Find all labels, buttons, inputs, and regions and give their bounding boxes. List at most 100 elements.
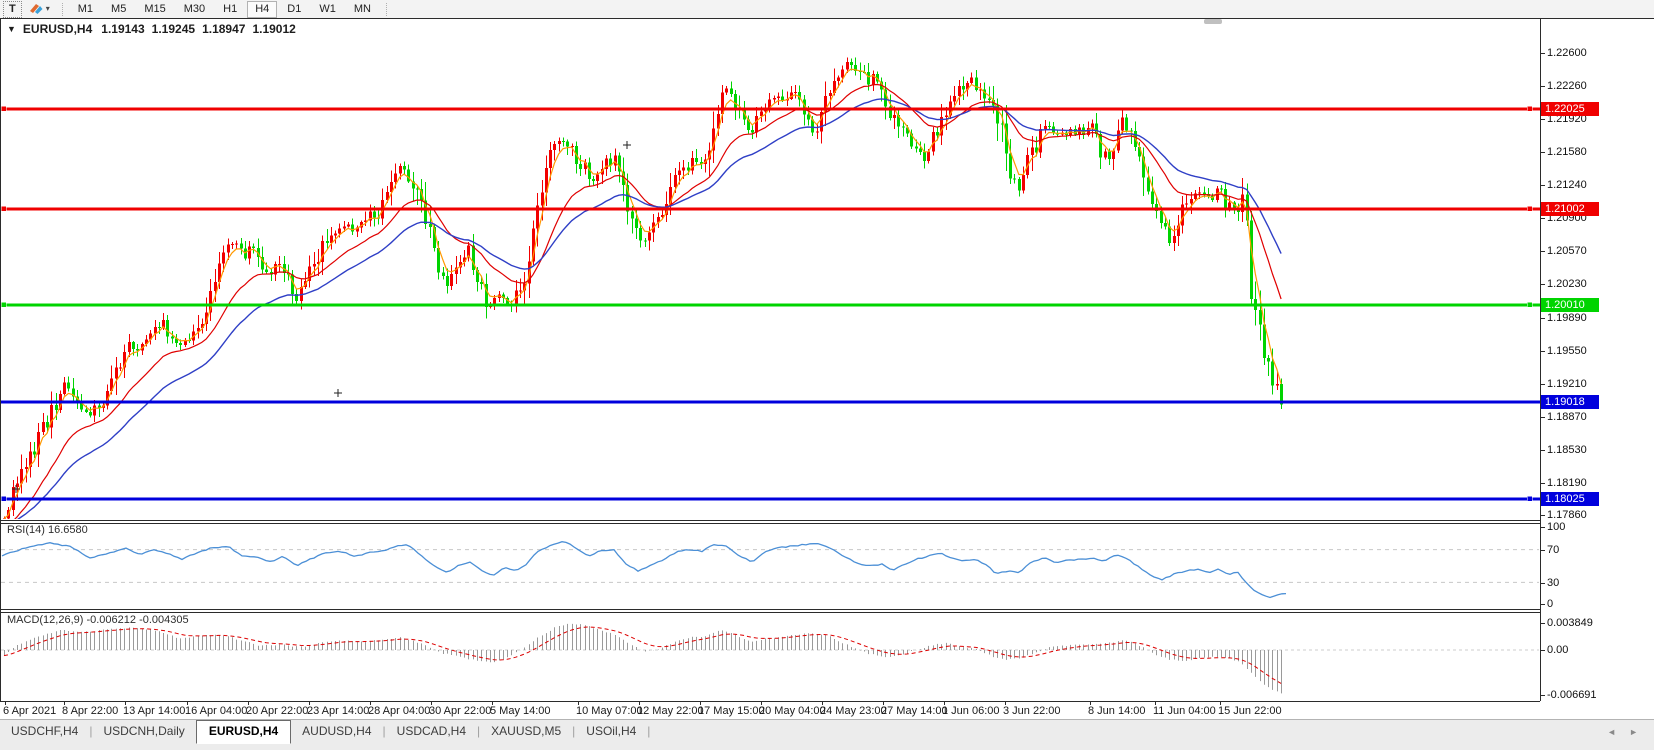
moving-averages-layer [3, 68, 1282, 519]
candle-down [265, 269, 268, 273]
price-label: 1.21240 [1547, 179, 1587, 191]
ohlc-low: 1.18947 [202, 22, 246, 36]
date-label: 12 May 22:00 [637, 705, 704, 717]
tab-audusd-h4[interactable]: AUDUSD,H4 [302, 724, 372, 738]
candle-down [635, 218, 638, 229]
timeframe-button-D1[interactable]: D1 [287, 3, 302, 15]
timeframe-button-M15[interactable]: M15 [144, 3, 166, 15]
candle-down [506, 298, 509, 305]
candle-up [334, 233, 337, 236]
candle-up [369, 211, 372, 221]
timeframe-button-H1[interactable]: H1 [223, 3, 238, 15]
tab-xauusd-m5[interactable]: XAUUSD,M5 [491, 724, 562, 738]
candle-down [867, 72, 870, 85]
candle-up [222, 252, 225, 264]
date-label: 5 May 14:00 [490, 705, 551, 717]
candle-up [674, 174, 677, 188]
candle-down [72, 388, 75, 397]
candle-down [592, 179, 595, 181]
cross-marker [12, 485, 20, 493]
tab-scroll-right-button[interactable]: ► [1629, 727, 1638, 737]
timeframe-button-M1[interactable]: M1 [77, 3, 94, 15]
timeframe-button-group: M1 M5 M15 M30 H1 H4 D1 W1 MN [69, 0, 380, 18]
candle-down [936, 132, 939, 136]
candle-down [446, 276, 449, 286]
candle-down [743, 109, 746, 120]
candle-down [1035, 147, 1038, 153]
candle-down [283, 264, 286, 273]
timeframe-button-M30[interactable]: M30 [183, 3, 206, 15]
chevron-down-icon: ▾ [45, 4, 50, 13]
candle-down [476, 270, 479, 282]
candle-down [407, 169, 410, 182]
candle-up [1022, 174, 1025, 191]
candle-down [433, 227, 436, 248]
candle-up [463, 257, 466, 262]
candle-up [459, 261, 462, 268]
candle-down [983, 89, 986, 99]
candle-up [235, 243, 238, 245]
drawing-style-button[interactable]: ▾ [24, 1, 55, 18]
candle-down [747, 119, 750, 131]
candle-up [20, 468, 23, 484]
toolbar-separator [385, 2, 387, 16]
timeframe-button-W1[interactable]: W1 [319, 3, 336, 15]
candle-down [988, 98, 991, 100]
timeframe-button-M5[interactable]: M5 [111, 3, 127, 15]
candle-down [424, 200, 427, 225]
candle-up [1031, 147, 1034, 155]
date-label: 8 Jun 14:00 [1088, 705, 1146, 717]
candle-down [687, 167, 690, 171]
candle-down [351, 224, 354, 232]
date-label: 23 Apr 14:00 [307, 705, 370, 717]
candle-down [1005, 123, 1008, 154]
date-label: 30 Apr 22:00 [429, 705, 492, 717]
candle-up [614, 155, 617, 166]
tab-scroll-left-button[interactable]: ◄ [1607, 727, 1617, 737]
candle-down [1013, 178, 1016, 180]
price-label: 1.18530 [1547, 444, 1587, 456]
tab-usdcnh-daily[interactable]: USDCNH,Daily [103, 724, 185, 738]
candle-down [295, 293, 298, 301]
candle-up [764, 110, 767, 112]
candle-down [910, 133, 913, 147]
candle-down [480, 281, 483, 284]
candle-down [291, 274, 294, 294]
tab-eurusd-h4[interactable]: EURUSD,H4 [195, 720, 292, 744]
chart-shift-marker[interactable] [1204, 19, 1222, 24]
timeframe-button-H4[interactable]: H4 [247, 0, 278, 18]
candle-down [1009, 153, 1012, 179]
candle-down [1074, 129, 1077, 135]
candle-down [416, 188, 419, 190]
tab-usdcad-h4[interactable]: USDCAD,H4 [396, 724, 467, 738]
candle-up [343, 226, 346, 229]
candle-up [1112, 150, 1115, 159]
ohlc-close: 1.19012 [252, 22, 296, 36]
candle-up [777, 96, 780, 99]
candle-up [149, 333, 152, 340]
price-label: 1.20570 [1547, 245, 1587, 257]
level-price-tag: 1.21002 [1541, 202, 1599, 216]
level-price-tag: 1.20010 [1541, 298, 1599, 312]
candle-down [136, 348, 139, 351]
candle-up [489, 306, 492, 308]
chart-header: ▼ EURUSD,H4 1.19143 1.19245 1.18947 1.19… [7, 22, 296, 36]
candle-up [360, 222, 363, 228]
date-label: 20 Apr 22:00 [246, 705, 309, 717]
candle-down [1259, 309, 1262, 325]
text-tool-button[interactable]: T [3, 0, 22, 18]
candle-up [37, 432, 40, 455]
candle-up [1198, 192, 1201, 194]
tab-usoil-h4[interactable]: USOil,H4 [586, 724, 637, 738]
ohlc-dropdown-icon[interactable]: ▼ [7, 24, 16, 34]
candle-up [682, 167, 685, 171]
tab-usdchf-h4[interactable]: USDCHF,H4 [11, 724, 79, 738]
candle-up [330, 235, 333, 243]
timeframe-button-MN[interactable]: MN [353, 3, 371, 15]
candle-up [201, 323, 204, 328]
price-label: 1.21920 [1547, 113, 1587, 125]
candle-down [1164, 222, 1167, 227]
tab-separator: | [477, 724, 481, 738]
candle-down [33, 451, 36, 455]
